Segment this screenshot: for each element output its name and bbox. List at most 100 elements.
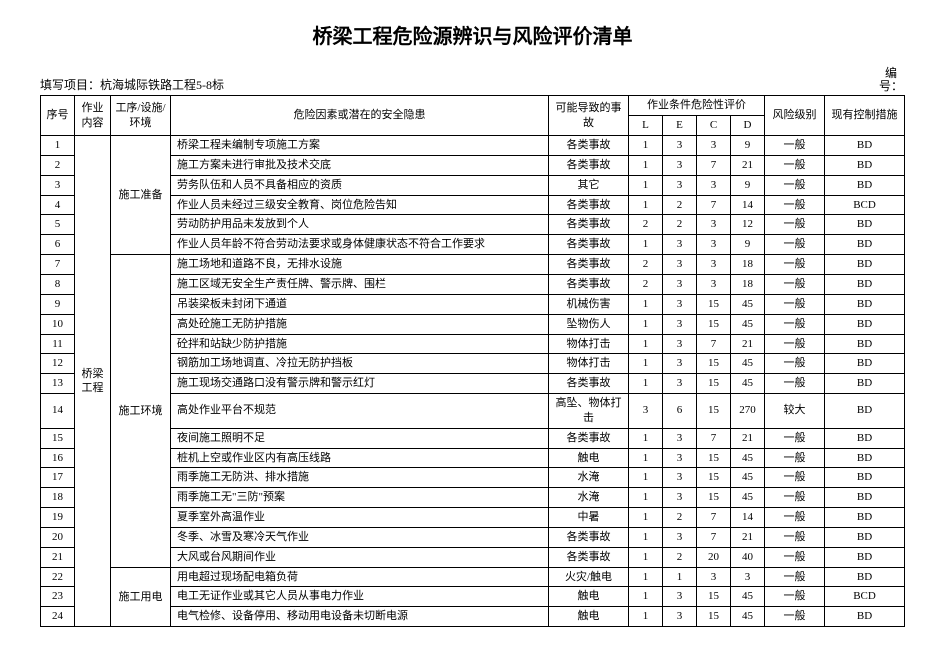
cell-C: 7 (697, 428, 731, 448)
cell-control: BD (825, 374, 905, 394)
table-row: 10高处砼施工无防护措施坠物伤人131545一般BD (41, 314, 905, 334)
cell-accident: 中暑 (549, 508, 629, 528)
cell-C: 20 (697, 547, 731, 567)
cell-risk: 一般 (765, 195, 825, 215)
cell-risk: 一般 (765, 468, 825, 488)
cell-risk: 一般 (765, 567, 825, 587)
cell-L: 1 (629, 448, 663, 468)
cell-E: 3 (663, 448, 697, 468)
cell-E: 3 (663, 374, 697, 394)
th-criteria: 作业条件危险性评价 (629, 96, 765, 116)
cell-L: 1 (629, 235, 663, 255)
cell-L: 1 (629, 354, 663, 374)
cell-E: 3 (663, 294, 697, 314)
cell-seq: 5 (41, 215, 75, 235)
table-row: 17雨季施工无防洪、排水措施水淹131545一般BD (41, 468, 905, 488)
cell-accident: 各类事故 (549, 136, 629, 156)
table-row: 11砼拌和站缺少防护措施物体打击13721一般BD (41, 334, 905, 354)
cell-seq: 4 (41, 195, 75, 215)
cell-D: 45 (731, 468, 765, 488)
cell-control: BD (825, 155, 905, 175)
table-row: 13施工现场交通路口没有警示牌和警示红灯各类事故131545一般BD (41, 374, 905, 394)
cell-seq: 10 (41, 314, 75, 334)
table-row: 1桥梁工程施工准备桥梁工程未编制专项施工方案各类事故1339一般BD (41, 136, 905, 156)
th-control: 现有控制措施 (825, 96, 905, 136)
cell-hazard: 施工区域无安全生产责任牌、警示牌、围栏 (171, 274, 549, 294)
th-risk: 风险级别 (765, 96, 825, 136)
cell-E: 3 (663, 235, 697, 255)
cell-C: 15 (697, 607, 731, 627)
cell-hazard: 桩机上空或作业区内有高压线路 (171, 448, 549, 468)
cell-L: 1 (629, 527, 663, 547)
cell-L: 3 (629, 394, 663, 429)
cell-seq: 1 (41, 136, 75, 156)
cell-accident: 水淹 (549, 488, 629, 508)
table-row: 4作业人员未经过三级安全教育、岗位危险告知各类事故12714一般BCD (41, 195, 905, 215)
cell-accident: 触电 (549, 587, 629, 607)
table-row: 23电工无证作业或其它人员从事电力作业触电131545一般BCD (41, 587, 905, 607)
cell-C: 3 (697, 235, 731, 255)
table-row: 24电气检修、设备停用、移动用电设备未切断电源触电131545一般BD (41, 607, 905, 627)
cell-risk: 一般 (765, 334, 825, 354)
cell-seq: 11 (41, 334, 75, 354)
cell-C: 3 (697, 274, 731, 294)
th-accident: 可能导致的事故 (549, 96, 629, 136)
cell-C: 15 (697, 394, 731, 429)
cell-E: 2 (663, 508, 697, 528)
cell-seq: 20 (41, 527, 75, 547)
cell-control: BD (825, 567, 905, 587)
serial-number-label: 编号： (877, 67, 905, 93)
cell-accident: 各类事故 (549, 235, 629, 255)
cell-control: BD (825, 354, 905, 374)
cell-hazard: 雨季施工无防洪、排水措施 (171, 468, 549, 488)
cell-accident: 火灾/触电 (549, 567, 629, 587)
cell-C: 3 (697, 567, 731, 587)
cell-L: 1 (629, 607, 663, 627)
cell-risk: 一般 (765, 255, 825, 275)
table-body: 1桥梁工程施工准备桥梁工程未编制专项施工方案各类事故1339一般BD2施工方案未… (41, 136, 905, 627)
cell-control: BD (825, 547, 905, 567)
cell-hazard: 高处砼施工无防护措施 (171, 314, 549, 334)
table-row: 12钢筋加工场地调直、冷拉无防护挡板物体打击131545一般BD (41, 354, 905, 374)
cell-hazard: 夏季室外高温作业 (171, 508, 549, 528)
cell-L: 1 (629, 294, 663, 314)
cell-hazard: 吊装梁板未封闭下通道 (171, 294, 549, 314)
cell-L: 1 (629, 428, 663, 448)
cell-L: 2 (629, 255, 663, 275)
cell-risk: 一般 (765, 374, 825, 394)
cell-control: BD (825, 468, 905, 488)
table-row: 9吊装梁板未封闭下通道机械伤害131545一般BD (41, 294, 905, 314)
cell-hazard: 施工场地和道路不良，无排水设施 (171, 255, 549, 275)
cell-control: BD (825, 314, 905, 334)
cell-L: 2 (629, 215, 663, 235)
cell-L: 1 (629, 468, 663, 488)
cell-D: 270 (731, 394, 765, 429)
cell-D: 9 (731, 175, 765, 195)
cell-risk: 一般 (765, 508, 825, 528)
cell-C: 15 (697, 488, 731, 508)
cell-E: 2 (663, 195, 697, 215)
table-row: 15夜间施工照明不足各类事故13721一般BD (41, 428, 905, 448)
table-row: 18雨季施工无"三防"预案水淹131545一般BD (41, 488, 905, 508)
cell-hazard: 电工无证作业或其它人员从事电力作业 (171, 587, 549, 607)
cell-accident: 触电 (549, 607, 629, 627)
cell-D: 45 (731, 294, 765, 314)
cell-C: 3 (697, 136, 731, 156)
risk-table: 序号 作业内容 工序/设施/环境 危险因素或潜在的安全隐患 可能导致的事故 作业… (40, 95, 905, 627)
cell-E: 3 (663, 255, 697, 275)
cell-L: 1 (629, 195, 663, 215)
cell-accident: 物体打击 (549, 334, 629, 354)
table-row: 16桩机上空或作业区内有高压线路触电131545一般BD (41, 448, 905, 468)
cell-L: 2 (629, 274, 663, 294)
cell-accident: 各类事故 (549, 155, 629, 175)
cell-E: 3 (663, 354, 697, 374)
cell-E: 3 (663, 488, 697, 508)
cell-D: 21 (731, 334, 765, 354)
cell-L: 1 (629, 136, 663, 156)
cell-hazard: 作业人员未经过三级安全教育、岗位危险告知 (171, 195, 549, 215)
cell-accident: 各类事故 (549, 255, 629, 275)
cell-D: 14 (731, 195, 765, 215)
cell-L: 1 (629, 587, 663, 607)
project-line: 填写项目： 杭海城际铁路工程5-8标 (40, 76, 224, 93)
cell-E: 1 (663, 567, 697, 587)
